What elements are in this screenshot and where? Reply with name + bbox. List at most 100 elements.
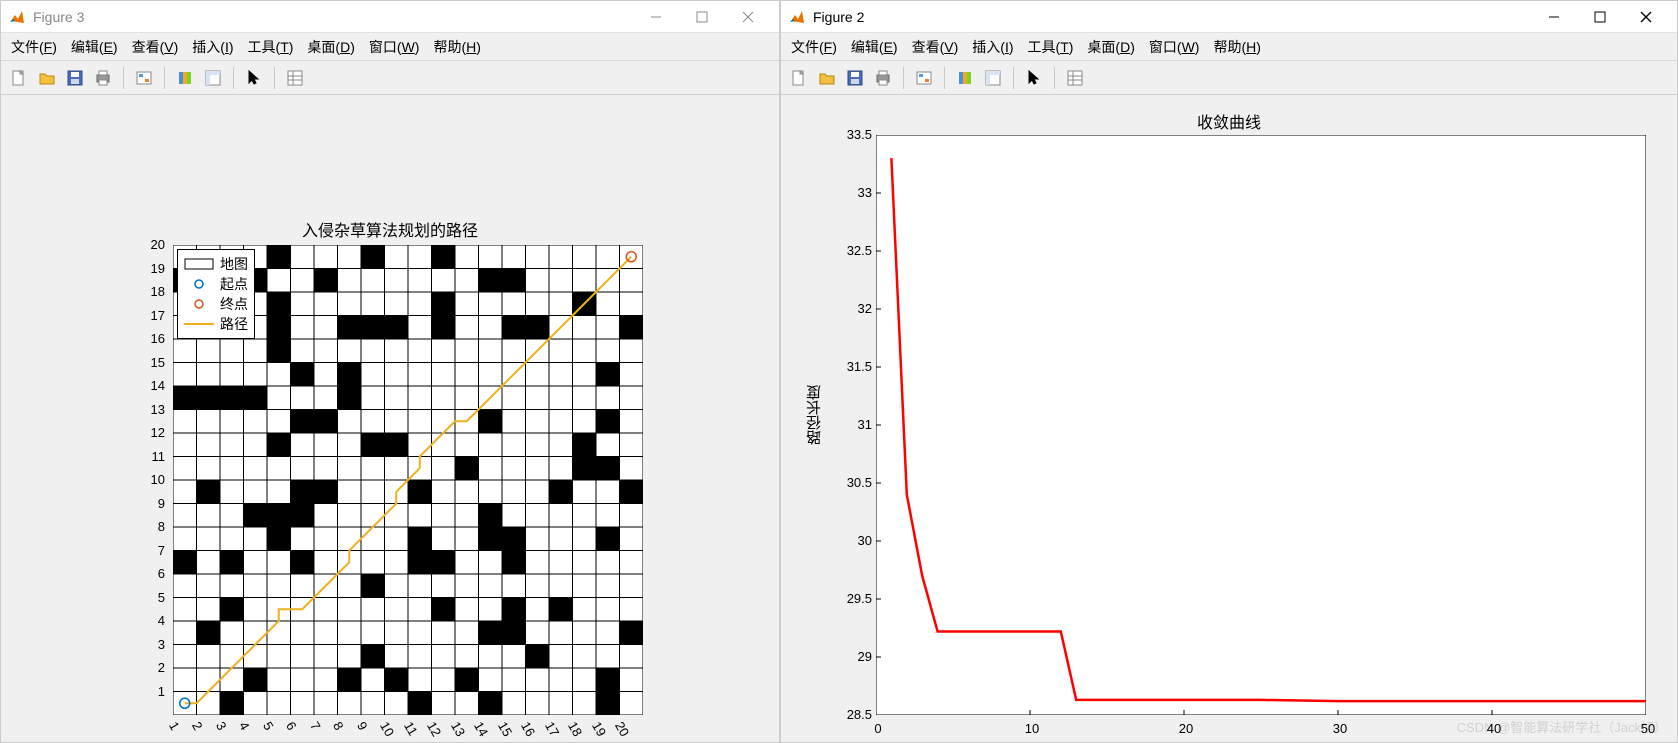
minimize-button[interactable] [633, 1, 679, 33]
xtick-label: 8 [330, 719, 347, 733]
menu-item[interactable]: 查看(V) [132, 37, 179, 57]
plot-area-grid: 入侵杂草算法规划的路径12345678910111213141516171819… [1, 95, 779, 742]
ytick-label: 4 [139, 613, 165, 628]
toolbar [781, 61, 1677, 95]
menu-item[interactable]: 桌面(D) [307, 37, 354, 57]
toolbar [1, 61, 779, 95]
xtick-label: 12 [424, 719, 444, 739]
titlebar: Figure 2 [781, 1, 1677, 33]
ytick-label: 1 [139, 684, 165, 699]
figure-window-3: Figure 3 文件(F) 编辑(E) 查看(V) 插入(I) 工具(T) 桌面(D) 窗… [0, 0, 780, 743]
menu-item[interactable]: 桌面(D) [1087, 37, 1134, 57]
print-icon[interactable] [91, 66, 115, 90]
link-icon[interactable] [132, 66, 156, 90]
pointer-icon[interactable] [1022, 66, 1046, 90]
xtick-label: 10 [377, 719, 397, 739]
window-title: Figure 2 [813, 9, 1531, 25]
xtick-label: 19 [589, 719, 609, 739]
ytick-label: 12 [139, 425, 165, 440]
ytick-label: 31 [832, 417, 872, 432]
plot-tools-icon[interactable] [201, 66, 225, 90]
props-icon[interactable] [283, 66, 307, 90]
menu-item[interactable]: 工具(T) [248, 37, 294, 57]
toolbar-separator [944, 67, 945, 89]
xtick-label: 7 [307, 719, 324, 733]
colormap-icon[interactable] [173, 66, 197, 90]
ytick-label: 31.5 [832, 359, 872, 374]
ytick-label: 15 [139, 355, 165, 370]
chart-title: 入侵杂草算法规划的路径 [1, 217, 779, 241]
colormap-icon[interactable] [953, 66, 977, 90]
menu-item[interactable]: 文件(F) [11, 37, 57, 57]
props-icon[interactable] [1063, 66, 1087, 90]
ytick-label: 14 [139, 378, 165, 393]
xtick-label: 40 [1482, 721, 1506, 736]
ytick-label: 9 [139, 496, 165, 511]
legend-label: 起点 [220, 274, 248, 294]
ytick-label: 30 [832, 533, 872, 548]
ytick-label: 32.5 [832, 243, 872, 258]
ytick-label: 32 [832, 301, 872, 316]
menu-item[interactable]: 查看(V) [912, 37, 959, 57]
xtick-label: 5 [260, 719, 277, 733]
xtick-label: 18 [565, 719, 585, 739]
plot-tools-icon[interactable] [981, 66, 1005, 90]
open-file-icon[interactable] [815, 66, 839, 90]
legend-label: 地图 [220, 254, 248, 274]
menu-item[interactable]: 插入(I) [192, 37, 233, 57]
ytick-label: 13 [139, 402, 165, 417]
maximize-button[interactable] [1577, 1, 1623, 33]
xtick-label: 15 [495, 719, 515, 739]
window-controls [633, 1, 771, 33]
xtick-label: 17 [542, 719, 562, 739]
pointer-icon[interactable] [242, 66, 266, 90]
toolbar-separator [164, 67, 165, 89]
new-file-icon[interactable] [7, 66, 31, 90]
legend-label: 终点 [220, 294, 248, 314]
menubar: 文件(F) 编辑(E) 查看(V) 插入(I) 工具(T) 桌面(D) 窗口(W) 帮助(H) [781, 33, 1677, 61]
xtick-label: 50 [1636, 721, 1660, 736]
menu-item[interactable]: 文件(F) [791, 37, 837, 57]
menu-item[interactable]: 插入(I) [972, 37, 1013, 57]
menubar: 文件(F) 编辑(E) 查看(V) 插入(I) 工具(T) 桌面(D) 窗口(W) 帮助(H) [1, 33, 779, 61]
window-title: Figure 3 [33, 9, 633, 25]
new-file-icon[interactable] [787, 66, 811, 90]
menu-item[interactable]: 帮助(H) [433, 37, 480, 57]
menu-item[interactable]: 帮助(H) [1213, 37, 1260, 57]
legend-label: 路径 [220, 314, 248, 334]
menu-item[interactable]: 编辑(E) [71, 37, 118, 57]
matlab-icon [789, 9, 805, 25]
menu-item[interactable]: 窗口(W) [1149, 37, 1200, 57]
figure-window-2: Figure 2 文件(F) 编辑(E) 查看(V) 插入(I) 工具(T) 桌面(D) 窗… [780, 0, 1678, 743]
menu-item[interactable]: 编辑(E) [851, 37, 898, 57]
ytick-label: 20 [139, 237, 165, 252]
print-icon[interactable] [871, 66, 895, 90]
legend-item: 起点 [184, 274, 248, 294]
save-icon[interactable] [63, 66, 87, 90]
chart-title: 收敛曲线 [781, 109, 1677, 133]
ytick-label: 18 [139, 284, 165, 299]
maximize-button[interactable] [679, 1, 725, 33]
toolbar-separator [274, 67, 275, 89]
xtick-label: 0 [866, 721, 890, 736]
close-button[interactable] [1623, 1, 1669, 33]
xtick-label: 11 [401, 719, 421, 738]
xtick-label: 30 [1328, 721, 1352, 736]
legend-item: 终点 [184, 294, 248, 314]
close-button[interactable] [725, 1, 771, 33]
legend: 地图起点终点路径 [177, 249, 255, 339]
ytick-label: 8 [139, 519, 165, 534]
titlebar: Figure 3 [1, 1, 779, 33]
menu-item[interactable]: 工具(T) [1028, 37, 1074, 57]
matlab-icon [9, 9, 25, 25]
save-icon[interactable] [843, 66, 867, 90]
menu-item[interactable]: 窗口(W) [369, 37, 420, 57]
minimize-button[interactable] [1531, 1, 1577, 33]
toolbar-separator [903, 67, 904, 89]
legend-item: 地图 [184, 254, 248, 274]
ytick-label: 29.5 [832, 591, 872, 606]
link-icon[interactable] [912, 66, 936, 90]
open-file-icon[interactable] [35, 66, 59, 90]
plot-area-convergence: CSDN @智能算法研学社（Jack旭） 收敛曲线路径长度迭代次数0102030… [781, 95, 1677, 742]
ytick-label: 33 [832, 185, 872, 200]
